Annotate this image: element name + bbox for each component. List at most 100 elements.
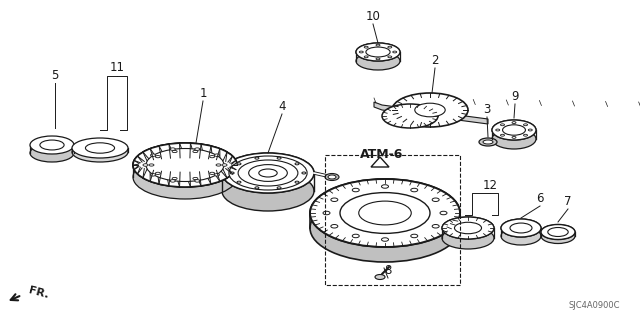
Ellipse shape [366, 47, 390, 57]
Text: 5: 5 [51, 69, 59, 82]
Ellipse shape [524, 124, 527, 126]
Ellipse shape [492, 120, 536, 140]
Ellipse shape [442, 217, 494, 239]
Text: FR.: FR. [27, 286, 49, 300]
Ellipse shape [170, 180, 175, 182]
Ellipse shape [149, 164, 154, 166]
Ellipse shape [249, 165, 287, 182]
Ellipse shape [310, 179, 460, 247]
Ellipse shape [133, 155, 237, 199]
Ellipse shape [356, 52, 400, 70]
Ellipse shape [483, 140, 493, 144]
Ellipse shape [500, 134, 504, 136]
Ellipse shape [528, 129, 532, 131]
Ellipse shape [388, 46, 392, 48]
Ellipse shape [222, 153, 314, 193]
Ellipse shape [548, 227, 568, 236]
Ellipse shape [479, 138, 497, 146]
Ellipse shape [302, 172, 306, 174]
Polygon shape [374, 102, 488, 124]
Ellipse shape [381, 185, 388, 188]
Ellipse shape [237, 163, 241, 165]
Ellipse shape [375, 275, 385, 279]
Ellipse shape [541, 225, 575, 240]
Ellipse shape [411, 234, 418, 238]
Ellipse shape [133, 143, 237, 187]
Ellipse shape [133, 143, 237, 187]
Ellipse shape [442, 227, 494, 249]
Ellipse shape [150, 154, 156, 156]
Ellipse shape [502, 125, 525, 135]
Text: 2: 2 [431, 54, 439, 67]
Ellipse shape [541, 225, 575, 240]
Ellipse shape [310, 194, 460, 262]
Ellipse shape [195, 148, 200, 150]
Ellipse shape [295, 163, 299, 165]
Ellipse shape [72, 142, 128, 162]
Ellipse shape [364, 46, 368, 48]
Ellipse shape [492, 129, 536, 149]
Ellipse shape [496, 129, 500, 131]
Ellipse shape [238, 160, 298, 186]
Ellipse shape [524, 134, 527, 136]
Ellipse shape [216, 164, 221, 166]
Ellipse shape [352, 188, 359, 192]
Ellipse shape [442, 217, 494, 239]
Text: 4: 4 [278, 100, 285, 113]
Ellipse shape [172, 177, 177, 180]
Ellipse shape [277, 187, 281, 189]
Text: ATM-6: ATM-6 [360, 149, 403, 161]
Ellipse shape [432, 225, 439, 228]
Ellipse shape [146, 149, 224, 182]
Ellipse shape [359, 51, 364, 53]
Ellipse shape [155, 152, 215, 178]
Ellipse shape [415, 103, 445, 117]
Ellipse shape [193, 177, 198, 180]
Ellipse shape [30, 144, 74, 162]
Ellipse shape [230, 172, 234, 174]
Text: 3: 3 [483, 103, 491, 116]
Ellipse shape [492, 120, 536, 140]
Ellipse shape [331, 225, 338, 228]
Ellipse shape [340, 193, 430, 234]
Ellipse shape [500, 124, 504, 126]
Ellipse shape [143, 164, 148, 166]
Ellipse shape [214, 154, 220, 156]
Ellipse shape [501, 219, 541, 237]
Ellipse shape [237, 181, 241, 183]
Ellipse shape [376, 44, 380, 46]
Text: 7: 7 [564, 195, 572, 208]
Ellipse shape [382, 104, 438, 128]
Ellipse shape [210, 172, 214, 174]
Ellipse shape [193, 150, 198, 152]
Ellipse shape [411, 188, 418, 192]
Ellipse shape [501, 219, 541, 237]
Text: 1: 1 [199, 87, 207, 100]
Ellipse shape [356, 43, 400, 61]
Text: 9: 9 [511, 90, 519, 103]
Text: SJC4A0900C: SJC4A0900C [568, 301, 620, 310]
Ellipse shape [214, 174, 220, 176]
Ellipse shape [541, 228, 575, 243]
Ellipse shape [364, 56, 368, 58]
Text: 10: 10 [365, 10, 380, 23]
Ellipse shape [512, 137, 516, 138]
Ellipse shape [440, 211, 447, 215]
Ellipse shape [72, 138, 128, 158]
Ellipse shape [356, 43, 400, 61]
Ellipse shape [501, 227, 541, 245]
Ellipse shape [295, 181, 299, 183]
Ellipse shape [381, 238, 388, 241]
Ellipse shape [155, 152, 215, 178]
Ellipse shape [170, 148, 175, 150]
Ellipse shape [512, 122, 516, 123]
Ellipse shape [325, 174, 339, 181]
Ellipse shape [331, 198, 338, 202]
Ellipse shape [259, 169, 277, 177]
Ellipse shape [172, 150, 177, 152]
Ellipse shape [328, 175, 336, 179]
Text: 12: 12 [483, 179, 497, 192]
Ellipse shape [323, 211, 330, 215]
Ellipse shape [156, 156, 161, 158]
Ellipse shape [454, 222, 481, 234]
